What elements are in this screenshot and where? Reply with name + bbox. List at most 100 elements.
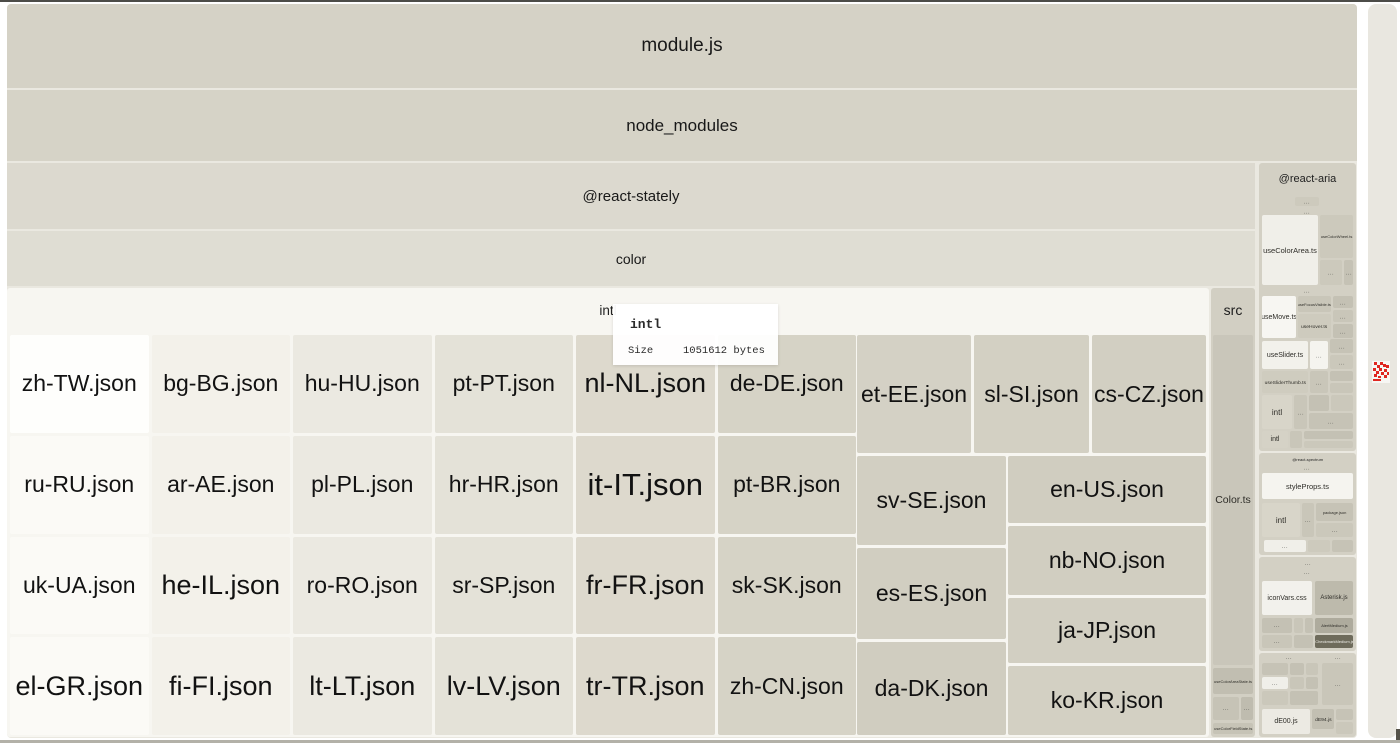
treemap-cell[interactable]: lv-LV.json bbox=[434, 637, 573, 735]
treemap-cell[interactable] bbox=[1331, 395, 1353, 411]
treemap-cell-color-ts[interactable]: Color.ts bbox=[1213, 335, 1253, 665]
treemap-cell[interactable] bbox=[1330, 383, 1353, 393]
treemap-cell-intl[interactable]: intl bbox=[1262, 395, 1292, 429]
treemap-cell[interactable] bbox=[1262, 691, 1288, 705]
treemap-cell[interactable] bbox=[1294, 635, 1313, 648]
treemap-cell[interactable]: it-IT.json bbox=[576, 435, 715, 534]
treemap-cell-de00[interactable]: dE00.js bbox=[1262, 709, 1310, 734]
treemap-cell[interactable]: ... bbox=[1309, 413, 1353, 429]
treemap-cell[interactable] bbox=[1336, 709, 1353, 720]
group-spectrum-icons[interactable]: ... ... iconVars.css Asterisk.js ... Ale… bbox=[1259, 557, 1356, 651]
treemap-cell[interactable]: cs-CZ.json bbox=[1092, 335, 1206, 453]
treemap-cell[interactable] bbox=[1304, 441, 1353, 448]
treemap-cell[interactable] bbox=[1304, 431, 1353, 439]
treemap-cell[interactable]: sk-SK.json bbox=[717, 536, 856, 635]
treemap-cell[interactable]: ... bbox=[1333, 310, 1353, 322]
treemap-cell[interactable]: uk-UA.json bbox=[10, 536, 149, 635]
treemap-cell-intl[interactable]: intl bbox=[1262, 503, 1300, 537]
group-react-spectrum[interactable]: @react-spectrum ... styleProps.ts intl .… bbox=[1259, 453, 1356, 555]
group-react-aria[interactable]: @react-aria ... ... useColorArea.ts useC… bbox=[1259, 163, 1356, 451]
treemap-cell[interactable]: pt-BR.json bbox=[717, 435, 856, 534]
band-module-js[interactable]: module.js bbox=[7, 4, 1357, 88]
treemap-cell[interactable]: ro-RO.json bbox=[293, 536, 432, 635]
treemap-cell[interactable]: de-DE.json bbox=[717, 335, 856, 433]
treemap-cell[interactable]: bg-BG.json bbox=[151, 335, 290, 433]
treemap-cell[interactable] bbox=[1306, 663, 1318, 675]
treemap-cell-package-json[interactable]: package.json bbox=[1316, 503, 1353, 521]
treemap-cell[interactable]: ... bbox=[1310, 341, 1328, 369]
treemap-cell[interactable]: ... bbox=[1320, 260, 1342, 285]
treemap-cell[interactable] bbox=[1306, 677, 1318, 689]
treemap-cell[interactable]: ... bbox=[1310, 371, 1328, 393]
treemap-cell[interactable]: ... bbox=[1213, 697, 1239, 720]
treemap-cell[interactable]: pl-PL.json bbox=[293, 435, 432, 534]
treemap-cell[interactable]: ... bbox=[1262, 618, 1292, 633]
treemap-cell[interactable] bbox=[1290, 663, 1304, 675]
treemap-cell[interactable]: hu-HU.json bbox=[293, 335, 432, 433]
treemap-cell-use-move[interactable]: useMove.ts bbox=[1262, 296, 1296, 338]
treemap-cell[interactable] bbox=[1309, 395, 1329, 411]
treemap-cell[interactable]: he-IL.json bbox=[151, 536, 290, 635]
treemap-cell[interactable]: fi-FI.json bbox=[151, 637, 290, 735]
treemap-cell-use-hover[interactable]: useHover.ts bbox=[1298, 314, 1331, 338]
treemap-cell-use-color-field-state[interactable]: useColorFieldState.ts bbox=[1213, 723, 1253, 734]
treemap-cell[interactable]: ... bbox=[1333, 324, 1353, 338]
treemap-cell[interactable]: fr-FR.json bbox=[576, 536, 715, 635]
treemap-cell[interactable] bbox=[1290, 677, 1304, 689]
treemap-cell[interactable]: ... bbox=[1330, 355, 1353, 369]
treemap-cell[interactable]: et-EE.json bbox=[857, 335, 971, 453]
treemap-cell[interactable]: hr-HR.json bbox=[434, 435, 573, 534]
treemap-cell[interactable]: ar-AE.json bbox=[151, 435, 290, 534]
treemap-cell[interactable] bbox=[1294, 618, 1303, 633]
treemap-cell-checkmark-medium[interactable]: CheckmarkMedium.js bbox=[1315, 635, 1353, 648]
treemap-cell-asterisk[interactable]: Asterisk.js bbox=[1315, 581, 1353, 615]
treemap-cell[interactable]: ... bbox=[1294, 395, 1307, 429]
treemap-cell[interactable]: ... bbox=[1322, 663, 1353, 705]
band-color[interactable]: color bbox=[7, 231, 1255, 286]
treemap-cell-use-color-area-state[interactable]: useColorAreaState.ts bbox=[1213, 668, 1253, 694]
treemap-cell-alert-medium[interactable]: AlertMedium.js bbox=[1315, 618, 1353, 633]
band-react-stately[interactable]: @react-stately bbox=[7, 163, 1255, 229]
treemap-cell[interactable]: ko-KR.json bbox=[1008, 666, 1206, 735]
treemap-cell[interactable]: ... bbox=[1316, 523, 1353, 537]
treemap-cell-icon-vars[interactable]: iconVars.css bbox=[1262, 581, 1312, 615]
treemap-cell[interactable]: ... bbox=[1302, 503, 1314, 537]
treemap-cell-style-props[interactable]: styleProps.ts bbox=[1262, 473, 1353, 499]
treemap-cell-use-color-area[interactable]: useColorArea.ts bbox=[1262, 215, 1318, 285]
treemap-cell[interactable] bbox=[1305, 618, 1313, 633]
treemap-cell[interactable]: tr-TR.json bbox=[576, 637, 715, 735]
treemap-cell[interactable]: el-GR.json bbox=[10, 637, 149, 735]
treemap-cell[interactable]: ja-JP.json bbox=[1008, 598, 1206, 663]
treemap-cell[interactable]: ... bbox=[1330, 339, 1353, 353]
treemap-cell[interactable]: ... bbox=[1262, 635, 1292, 648]
treemap-cell[interactable]: ... bbox=[1344, 260, 1353, 285]
treemap-cell[interactable]: da-DK.json bbox=[857, 642, 1006, 735]
treemap-cell[interactable]: sv-SE.json bbox=[857, 456, 1006, 545]
treemap-cell-intl[interactable]: intl bbox=[1262, 431, 1288, 448]
treemap-cell[interactable]: zh-TW.json bbox=[10, 335, 149, 433]
treemap-cell[interactable]: ... bbox=[1264, 540, 1306, 552]
treemap-cell[interactable] bbox=[1330, 371, 1353, 381]
treemap-cell-use-slider[interactable]: useSlider.ts bbox=[1262, 341, 1308, 369]
treemap-cell[interactable]: ... bbox=[1262, 677, 1288, 689]
treemap-cell-use-focus-visible[interactable]: useFocusVisible.ts bbox=[1298, 296, 1331, 312]
treemap-cell[interactable]: en-US.json bbox=[1008, 456, 1206, 523]
treemap-cell-use-color-wheel[interactable]: useColorWheel.ts bbox=[1320, 215, 1353, 258]
treemap-cell[interactable]: sr-SP.json bbox=[434, 536, 573, 635]
treemap-cell[interactable]: es-ES.json bbox=[857, 548, 1006, 639]
treemap-cell-de94[interactable]: dE94.js bbox=[1312, 709, 1334, 729]
treemap-cell[interactable] bbox=[1332, 540, 1353, 552]
treemap-cell[interactable] bbox=[1336, 722, 1353, 734]
treemap-cell[interactable]: ru-RU.json bbox=[10, 435, 149, 534]
treemap-cell[interactable]: ... bbox=[1333, 296, 1353, 308]
treemap-cell[interactable]: lt-LT.json bbox=[293, 637, 432, 735]
band-node-modules[interactable]: node_modules bbox=[7, 90, 1357, 161]
treemap-cell[interactable]: ... bbox=[1241, 697, 1253, 720]
treemap-cell[interactable]: pt-PT.json bbox=[434, 335, 573, 433]
treemap-cell[interactable] bbox=[1262, 663, 1288, 675]
group-intl[interactable]: intl zh-TW.json bg-BG.json hu-HU.json pt… bbox=[7, 288, 1209, 737]
treemap-cell[interactable]: sl-SI.json bbox=[974, 335, 1089, 453]
treemap-cell[interactable]: nb-NO.json bbox=[1008, 526, 1206, 595]
treemap-cell[interactable] bbox=[1290, 431, 1302, 448]
group-delta-e[interactable]: ... ... ... ... dE00.js dE94.js bbox=[1259, 653, 1356, 737]
